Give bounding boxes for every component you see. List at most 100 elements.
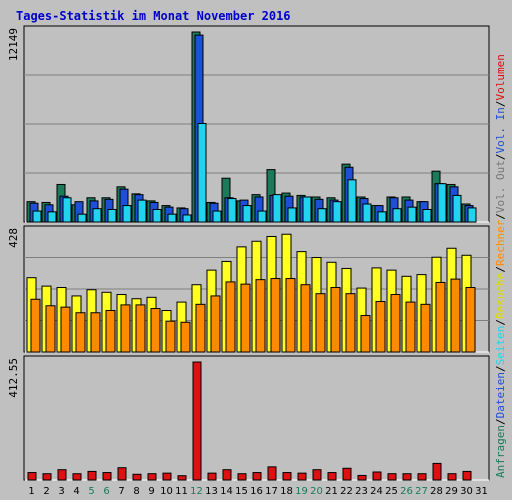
- panel-hits-files-pages-bar-seiten-17: [272, 194, 282, 223]
- x-tick-label: 2: [43, 486, 49, 497]
- panel-visits-sites-bar-rechner-9: [150, 308, 161, 353]
- panel-hits-files-pages-bar-seiten-6: [107, 208, 117, 223]
- panel-visits-sites-bar-rechner-7: [120, 304, 131, 353]
- panel-hits-files-pages-bar-seiten-1: [32, 210, 42, 223]
- panel-hits-files-pages-bar-seiten-25: [392, 208, 402, 223]
- panel-volume-bar-volumen-23: [357, 474, 367, 481]
- panel-hits-files-pages-bar-seiten-13: [212, 210, 222, 223]
- panel-volume-bar-volumen-29: [447, 473, 457, 481]
- x-tick-label: 30: [460, 486, 473, 497]
- panel-visits-sites-bar-rechner-15: [240, 283, 251, 353]
- panel-volume-bar-volumen-1: [27, 472, 37, 481]
- panel-visits-sites-bar-rechner-14: [225, 281, 236, 353]
- panel-volume-bar-volumen-2: [42, 473, 52, 481]
- panel-hits-files-pages-bar-seiten-16: [257, 210, 267, 223]
- x-tick-label: 21: [325, 486, 338, 497]
- panel-volume-bar-volumen-9: [147, 473, 157, 481]
- panel-volume-bar-volumen-4: [72, 473, 82, 481]
- panel-visits-sites-bar-rechner-26: [405, 301, 416, 353]
- legend-entry: /: [494, 213, 507, 220]
- legend-entry: Besuche: [494, 273, 507, 319]
- panel-volume-bar-volumen-11: [177, 475, 187, 481]
- panel-volume-bar-volumen-26: [402, 473, 412, 481]
- x-tick-label: 17: [265, 486, 278, 497]
- x-tick-label: 8: [133, 486, 139, 497]
- chart-title: Tages-Statistik im Monat November 2016: [16, 9, 291, 23]
- legend-entry: /: [494, 153, 507, 160]
- panel-volume-frame: [23, 355, 490, 481]
- panel-volume-bar-volumen-3: [57, 469, 67, 481]
- panel-volume-bar-volumen-30: [462, 470, 472, 481]
- panel-visits-sites-bar-rechner-25: [390, 294, 401, 353]
- panel-hits-files-pages-bar-seiten-28: [437, 183, 447, 223]
- panel-visits-sites-bar-rechner-12: [195, 303, 206, 353]
- x-tick-label: 15: [235, 486, 248, 497]
- panel-visits-sites-bar-rechner-16: [255, 279, 266, 353]
- x-tick-label: 25: [385, 486, 398, 497]
- panel-hits-files-pages-bar-seiten-27: [422, 208, 432, 223]
- x-tick-label: 12: [190, 486, 203, 497]
- panel-hits-files-pages-bar-seiten-12: [197, 122, 207, 223]
- panel-visits-sites-bar-rechner-27: [420, 303, 431, 353]
- panel-visits-sites-bar-rechner-17: [270, 278, 281, 353]
- panel-visits-sites-bar-rechner-24: [375, 301, 386, 353]
- panel-visits-sites-bar-rechner-21: [330, 287, 341, 353]
- x-tick-label: 16: [250, 486, 263, 497]
- legend-entry: /: [494, 266, 507, 273]
- x-tick-label: 14: [220, 486, 233, 497]
- panel-volume-bar-volumen-20: [312, 469, 322, 481]
- legend-vertical: Anfragen/Dateien/Seiten/Besuche/Rechner/…: [494, 54, 507, 478]
- legend-entry: /: [494, 418, 507, 425]
- panel-volume-bar-volumen-17: [267, 466, 277, 481]
- panel-hits-files-pages-bar-seiten-26: [407, 206, 417, 223]
- panel-volume-bar-volumen-10: [162, 472, 172, 481]
- panel-visits-sites-bar-rechner-20: [315, 293, 326, 353]
- x-tick-label: 11: [175, 486, 188, 497]
- panel-hits-files-pages-bar-seiten-9: [152, 208, 162, 223]
- legend-entry: /: [494, 100, 507, 107]
- panel-visits-sites-bar-rechner-5: [90, 312, 101, 353]
- x-tick-label: 29: [445, 486, 458, 497]
- x-tick-label: 28: [430, 486, 443, 497]
- panel-hits-files-pages-bar-seiten-30: [467, 207, 477, 223]
- panel-volume-bar-volumen-16: [252, 472, 262, 481]
- x-tick-label: 4: [73, 486, 79, 497]
- panel-visits-sites-bar-rechner-29: [450, 278, 461, 353]
- panel-visits-sites-bar-rechner-10: [165, 320, 176, 353]
- panel-hits-files-pages-bar-seiten-7: [122, 205, 132, 223]
- panel-hits-files-pages-bar-seiten-29: [452, 194, 462, 223]
- panel-visits-sites-bar-rechner-4: [75, 312, 86, 353]
- panel-hits-files-pages-bar-seiten-21: [332, 201, 342, 223]
- panel-hits-files-pages-bar-seiten-3: [62, 197, 72, 223]
- x-tick-label: 3: [58, 486, 64, 497]
- panel-visits-sites-bar-rechner-3: [60, 306, 71, 353]
- panel-hits-files-pages-bar-seiten-8: [137, 199, 147, 223]
- panel-volume-bar-volumen-15: [237, 473, 247, 481]
- panel-visits-sites-bar-rechner-11: [180, 321, 191, 353]
- panel-hits-files-pages-ymax-label: 12149: [7, 28, 20, 61]
- panel-hits-files-pages-bar-seiten-10: [167, 213, 177, 223]
- x-tick-label: 13: [205, 486, 218, 497]
- x-tick-label: 7: [118, 486, 124, 497]
- x-tick-label: 1: [28, 486, 34, 497]
- panel-hits-files-pages-bar-seiten-15: [242, 205, 252, 223]
- panel-visits-sites-bar-rechner-22: [345, 293, 356, 353]
- panel-hits-files-pages-bar-seiten-4: [77, 213, 87, 223]
- panel-volume-bar-volumen-13: [207, 472, 217, 481]
- panel-volume-bar-volumen-5: [87, 470, 97, 481]
- legend-entry: Rechner: [494, 219, 507, 266]
- panel-visits-sites-bar-rechner-2: [45, 305, 56, 353]
- panel-volume-bar-volumen-14: [222, 469, 232, 481]
- panel-visits-sites-bar-rechner-19: [300, 284, 311, 353]
- panel-volume-bar-volumen-27: [417, 473, 427, 481]
- legend-entry: Seiten: [494, 326, 507, 366]
- panel-hits-files-pages-bar-seiten-19: [302, 196, 312, 223]
- panel-volume-bar-volumen-7: [117, 467, 127, 481]
- panel-visits-sites-ymax-label: 428: [7, 228, 20, 248]
- panel-volume-ymax-label: 412.55: [7, 358, 20, 398]
- panel-volume-bar-volumen-25: [387, 473, 397, 481]
- x-tick-label: 27: [415, 486, 428, 497]
- panel-visits-sites-bar-rechner-6: [105, 310, 116, 353]
- panel-hits-files-pages-bar-seiten-23: [362, 203, 372, 223]
- panel-visits-sites-bar-rechner-23: [360, 315, 371, 353]
